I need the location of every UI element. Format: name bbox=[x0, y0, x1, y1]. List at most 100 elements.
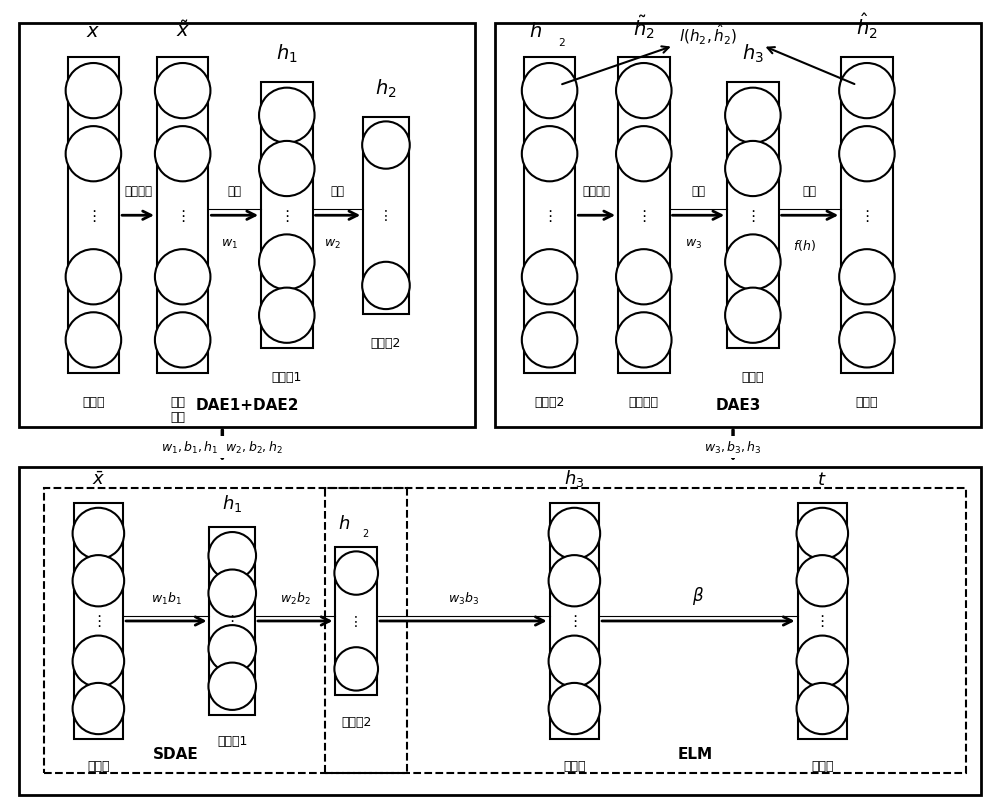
Text: ⋮: ⋮ bbox=[175, 208, 190, 224]
Circle shape bbox=[208, 663, 256, 710]
Text: ⋮: ⋮ bbox=[859, 208, 875, 224]
Text: $x$: $x$ bbox=[86, 22, 101, 41]
Text: ⋮: ⋮ bbox=[86, 208, 101, 224]
Circle shape bbox=[259, 288, 315, 343]
Text: ⋮: ⋮ bbox=[567, 614, 582, 629]
Text: 加噪输入: 加噪输入 bbox=[629, 395, 659, 408]
Circle shape bbox=[259, 142, 315, 197]
Bar bbox=[325, 489, 966, 774]
Bar bbox=[157, 58, 208, 374]
Text: ⋮: ⋮ bbox=[815, 614, 830, 629]
Circle shape bbox=[839, 313, 895, 368]
Text: $w_3,b_3,h_3$: $w_3,b_3,h_3$ bbox=[704, 440, 762, 456]
Text: 特征层1: 特征层1 bbox=[217, 735, 247, 748]
Circle shape bbox=[208, 532, 256, 580]
Text: 退化处理: 退化处理 bbox=[124, 185, 152, 198]
Text: ELM: ELM bbox=[678, 747, 713, 762]
Text: $w_3b_3$: $w_3b_3$ bbox=[448, 590, 479, 607]
Bar bbox=[798, 503, 847, 740]
Text: DAE3: DAE3 bbox=[715, 398, 761, 413]
Circle shape bbox=[522, 313, 577, 368]
Circle shape bbox=[797, 508, 848, 560]
Text: $w_1$: $w_1$ bbox=[221, 238, 238, 251]
Text: $f(h)$: $f(h)$ bbox=[793, 238, 816, 252]
Bar bbox=[727, 83, 779, 349]
Bar bbox=[68, 58, 119, 374]
Circle shape bbox=[725, 142, 781, 197]
Text: 解码: 解码 bbox=[803, 185, 817, 198]
Circle shape bbox=[208, 625, 256, 672]
Text: ⋮: ⋮ bbox=[745, 208, 761, 224]
Text: $_2$: $_2$ bbox=[362, 526, 370, 539]
Bar bbox=[44, 489, 407, 774]
Text: $w_3$: $w_3$ bbox=[685, 238, 702, 251]
Text: $h$: $h$ bbox=[338, 515, 350, 533]
Text: 隐含层: 隐含层 bbox=[742, 371, 764, 384]
Text: 特征层2: 特征层2 bbox=[371, 336, 401, 349]
Bar bbox=[363, 118, 409, 315]
Text: ⋮: ⋮ bbox=[225, 614, 240, 629]
Bar bbox=[209, 528, 255, 714]
Text: 输入层: 输入层 bbox=[82, 395, 105, 408]
Circle shape bbox=[66, 64, 121, 119]
Bar bbox=[335, 547, 377, 695]
Circle shape bbox=[549, 508, 600, 560]
Circle shape bbox=[73, 556, 124, 607]
Circle shape bbox=[522, 250, 577, 305]
Circle shape bbox=[522, 127, 577, 182]
Text: $h_2$: $h_2$ bbox=[375, 78, 397, 100]
Text: 特征层1: 特征层1 bbox=[272, 371, 302, 384]
Text: 编码: 编码 bbox=[691, 185, 705, 198]
Circle shape bbox=[155, 250, 210, 305]
Circle shape bbox=[73, 683, 124, 734]
Text: $h_1$: $h_1$ bbox=[276, 43, 298, 66]
Text: 隐含层: 隐含层 bbox=[563, 759, 586, 772]
Text: $w_2b_2$: $w_2b_2$ bbox=[280, 590, 311, 607]
Bar bbox=[524, 58, 575, 374]
Text: ⋮: ⋮ bbox=[542, 208, 557, 224]
Circle shape bbox=[66, 127, 121, 182]
Text: $w_1b_1$: $w_1b_1$ bbox=[151, 590, 182, 607]
Text: $h_3$: $h_3$ bbox=[742, 43, 764, 66]
Circle shape bbox=[839, 250, 895, 305]
Text: $w_1,b_1,h_1$  $w_2,b_2,h_2$: $w_1,b_1,h_1$ $w_2,b_2,h_2$ bbox=[161, 440, 283, 456]
Text: 特征层2: 特征层2 bbox=[534, 395, 565, 408]
Text: 退化处理: 退化处理 bbox=[583, 185, 611, 198]
Circle shape bbox=[797, 683, 848, 734]
Text: ⋮: ⋮ bbox=[279, 208, 294, 224]
Text: ⋮: ⋮ bbox=[91, 614, 106, 629]
Bar bbox=[74, 503, 123, 740]
Circle shape bbox=[362, 263, 410, 310]
Circle shape bbox=[797, 636, 848, 687]
Circle shape bbox=[259, 235, 315, 290]
Circle shape bbox=[334, 551, 378, 595]
Text: $\bar{x}$: $\bar{x}$ bbox=[92, 470, 105, 488]
Text: DAE1+DAE2: DAE1+DAE2 bbox=[195, 398, 299, 413]
Text: $_2$: $_2$ bbox=[558, 33, 565, 49]
Circle shape bbox=[259, 88, 315, 144]
Circle shape bbox=[839, 127, 895, 182]
Text: $\hat{h}_2$: $\hat{h}_2$ bbox=[856, 11, 878, 41]
Circle shape bbox=[725, 288, 781, 343]
Bar bbox=[19, 24, 475, 427]
Text: ⋮: ⋮ bbox=[379, 209, 393, 223]
Bar bbox=[19, 467, 981, 795]
Circle shape bbox=[66, 313, 121, 368]
Text: ⋮: ⋮ bbox=[636, 208, 651, 224]
Text: $\beta$: $\beta$ bbox=[692, 585, 704, 607]
Circle shape bbox=[155, 64, 210, 119]
Circle shape bbox=[616, 64, 672, 119]
Circle shape bbox=[839, 64, 895, 119]
Circle shape bbox=[725, 235, 781, 290]
Text: 输出层: 输出层 bbox=[811, 759, 834, 772]
Circle shape bbox=[155, 127, 210, 182]
Text: 编码: 编码 bbox=[331, 185, 345, 198]
Circle shape bbox=[334, 647, 378, 691]
Text: ⋮: ⋮ bbox=[349, 614, 363, 629]
Bar bbox=[618, 58, 670, 374]
Text: 输出层: 输出层 bbox=[856, 395, 878, 408]
Text: $l(h_2,\hat{h}_2)$: $l(h_2,\hat{h}_2)$ bbox=[679, 23, 738, 46]
Circle shape bbox=[616, 250, 672, 305]
Circle shape bbox=[797, 556, 848, 607]
Circle shape bbox=[725, 88, 781, 144]
